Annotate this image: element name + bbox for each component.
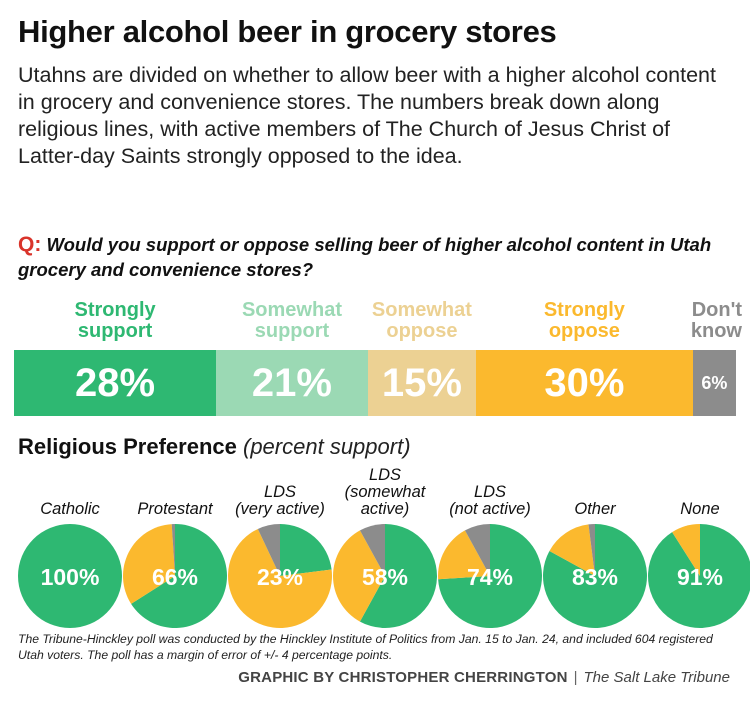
bar-segment: 30% xyxy=(476,350,693,416)
bar-category-label-line: support xyxy=(77,320,153,342)
bar-category-label-line: oppose xyxy=(548,320,620,342)
pie-slice-dont-know xyxy=(464,524,490,576)
pie-slice-support xyxy=(359,524,438,628)
credit-separator: | xyxy=(573,669,578,686)
bar-category-label-line: support xyxy=(254,320,330,342)
credit-line: GRAPHIC BY CHRISTOPHER CHERRINGTON | The S… xyxy=(238,669,730,686)
pie-group-label: Catholic xyxy=(15,501,125,518)
bar-category-label: Somewhat oppose xyxy=(352,300,492,342)
bar-category-label-line: Don't xyxy=(691,299,742,321)
pie-group-label-line: Other xyxy=(574,500,616,518)
bar-value-label: 15% xyxy=(381,360,462,405)
religion-heading-title: Religious Preference xyxy=(18,434,237,459)
bar-category-label-line: Somewhat xyxy=(371,299,472,321)
pie-value-label: 23% xyxy=(257,564,303,590)
footnote: The Tribune-Hinckley poll was conducted … xyxy=(18,632,713,662)
pie-group-label-line: active) xyxy=(360,500,410,518)
bar-category-label-line: know xyxy=(690,320,742,342)
pie-slice-oppose xyxy=(228,528,332,628)
pie-value-label: 91% xyxy=(677,564,723,590)
credit-outlet: The Salt Lake Tribune xyxy=(583,669,730,686)
pie-group-label-line: LDS xyxy=(263,483,297,501)
pie-value-label: 74% xyxy=(467,564,513,590)
pie-slice-support xyxy=(438,524,542,628)
pie-slice-dont-know xyxy=(257,524,280,576)
religion-heading-subtitle: (percent support) xyxy=(243,434,411,459)
bar-category-label-line: oppose xyxy=(386,320,458,342)
pie-slice-oppose xyxy=(549,524,595,576)
pie-group-label-line: Catholic xyxy=(40,500,100,518)
bar-segment: 21% xyxy=(216,350,368,416)
pie-group-label: LDS (not active) xyxy=(435,484,545,518)
bar-category-label: Don't know xyxy=(602,300,742,342)
bar-category-label-line: Somewhat xyxy=(241,299,342,321)
intro-text: Utahns are divided on whether to allow b… xyxy=(18,63,716,168)
pie-group-label-line: LDS xyxy=(368,466,402,484)
pie-group-label-line: None xyxy=(680,500,720,518)
pie-slice-oppose xyxy=(438,530,490,580)
pie-group-label: LDS (somewhat active) xyxy=(330,467,440,518)
bar-category-label: Strongly support xyxy=(45,300,185,342)
question: Q: Would you support or oppose selling b… xyxy=(18,232,738,282)
bar-value-label: 21% xyxy=(251,360,332,405)
pie-slice-dont-know xyxy=(171,524,175,576)
bar-category-label: Somewhat support xyxy=(222,300,362,342)
bar-category-label-line: Strongly xyxy=(74,299,156,321)
bar-category-label: Strongly oppose xyxy=(514,300,654,342)
bar-segment: 6% xyxy=(692,350,736,416)
question-text: Would you support or oppose selling beer… xyxy=(18,234,712,280)
pie-group-label-line: LDS xyxy=(473,483,507,501)
pie-slice-oppose xyxy=(672,524,700,576)
pie-group-label: LDS (very active) xyxy=(225,484,335,518)
page-title: Higher alcohol beer in grocery stores xyxy=(18,14,557,49)
bar-value-label: 28% xyxy=(75,360,156,405)
pie-slice-support xyxy=(131,524,228,628)
pie-group-label-line: Protestant xyxy=(137,500,213,518)
credit-byline: GRAPHIC BY CHRISTOPHER CHERRINGTON xyxy=(238,669,568,686)
pie-value-label: 58% xyxy=(362,564,408,590)
pie-slice-support xyxy=(280,524,332,576)
pie-slice-support xyxy=(648,524,750,628)
pie-slice-oppose xyxy=(333,530,385,622)
pie-group-label-line: (not active) xyxy=(449,500,531,518)
pie-group-label-line: (very active) xyxy=(235,500,325,518)
bar-value-label: 6% xyxy=(701,372,728,393)
bar-segment: 15% xyxy=(367,350,477,416)
pie-value-label: 66% xyxy=(152,564,198,590)
pie-value-label: 83% xyxy=(572,564,618,590)
bar-segment: 28% xyxy=(14,350,217,416)
pie-slice-dont-know xyxy=(359,524,385,576)
religion-pie-charts: 100% 66% 23% 58% 74% 83% 91% xyxy=(18,524,750,628)
pie-group-label: Protestant xyxy=(120,501,230,518)
question-marker: Q: xyxy=(18,233,42,256)
pie-group-label: Other xyxy=(540,501,650,518)
religion-heading: Religious Preference (percent support) xyxy=(18,434,411,460)
pie-slice-dont-know xyxy=(588,524,595,576)
bar-value-label: 30% xyxy=(544,360,625,405)
bar-category-label-line: Strongly xyxy=(543,299,625,321)
pie-value-label: 100% xyxy=(41,564,100,590)
pie-slice-support xyxy=(18,524,122,628)
pie-slice-oppose xyxy=(123,524,175,604)
pie-group-label: None xyxy=(645,501,750,518)
pie-group-label-line: (somewhat xyxy=(344,483,426,501)
